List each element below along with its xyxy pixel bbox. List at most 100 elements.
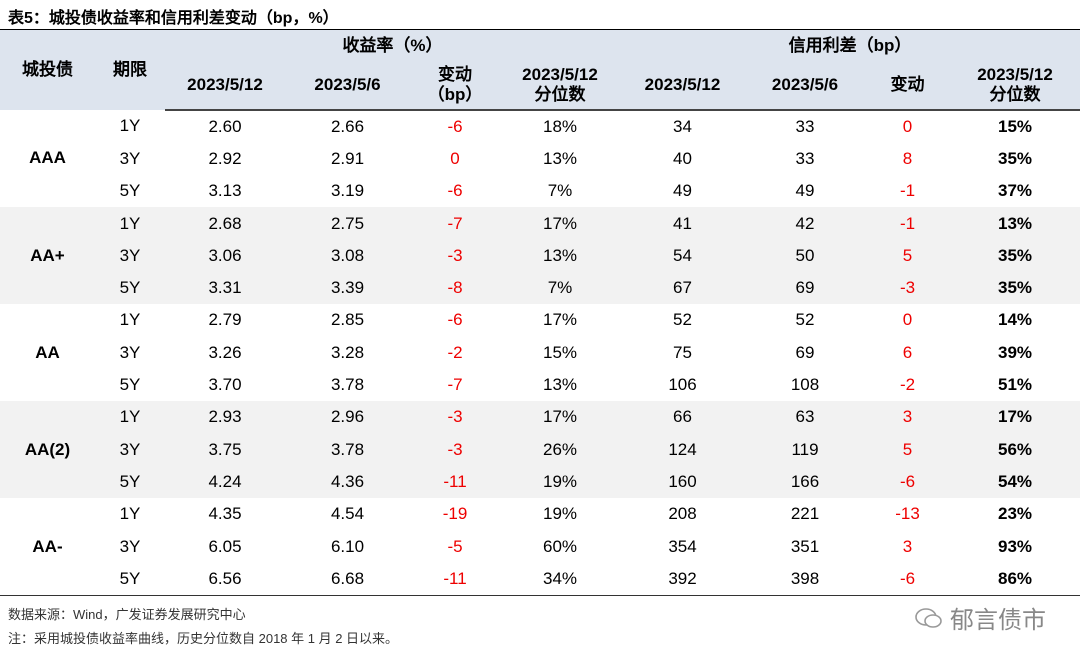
cell-text: 17% — [998, 407, 1033, 427]
cell-text: 3.06 — [208, 245, 242, 265]
table-cell: 49 — [620, 175, 745, 207]
cell-text: 51% — [998, 375, 1033, 395]
table-cell: -19 — [410, 498, 500, 530]
cell-text: 3 — [902, 536, 913, 556]
table-cell: 3 — [865, 530, 950, 562]
cell-text: 5Y — [119, 375, 141, 395]
cell-text: 17% — [542, 407, 578, 427]
cell-text: 5Y — [119, 278, 141, 298]
cell-text: 6.68 — [330, 568, 365, 588]
table-cell: 3.13 — [165, 175, 285, 207]
cell-text: 35% — [998, 148, 1033, 168]
table-cell: 37% — [950, 175, 1080, 207]
table-cell: 354 — [620, 530, 745, 562]
table-title: 表5：城投债收益率和信用利差变动（bp，%） — [8, 10, 339, 27]
cell-text: 3.78 — [330, 375, 365, 395]
source: 数据来源：Wind，广发证券发展研究中心 — [8, 607, 246, 622]
table-row: 3Y 6.05 6.10 -5 60% 354 351 3 93% — [0, 530, 1080, 562]
cell-text: AAA — [29, 148, 66, 168]
table-cell: 13% — [950, 207, 1080, 240]
table-row: 3Y 3.06 3.08 -3 13% 54 50 5 35% — [0, 239, 1080, 272]
cell-text: -2 — [899, 375, 916, 395]
table-cell: 60% — [500, 530, 620, 562]
cell-text: AA — [35, 342, 60, 362]
table-cell: -6 — [865, 563, 950, 596]
cell-text: 5Y — [119, 568, 141, 588]
table-cell: 108 — [745, 369, 865, 401]
cell-text: 1Y — [119, 504, 141, 524]
table-cell: 2.75 — [285, 207, 410, 240]
table-cell: -8 — [410, 271, 500, 305]
table-cell: 3.19 — [285, 175, 410, 207]
table-row: AA(2) 1Y 2.93 2.96 -3 17% 66 63 3 17% — [0, 401, 1080, 499]
cell-text: 106 — [668, 375, 697, 395]
cell-text: 208 — [668, 504, 697, 524]
cell-text: -6 — [447, 181, 463, 201]
cell-text: -6 — [447, 310, 463, 330]
table-row: 5Y 4.24 4.36 -11 19% 160 166 -6 54% — [0, 465, 1080, 499]
cell-text: 6.05 — [208, 536, 242, 556]
header-cell: 收益率（%） — [165, 29, 620, 62]
rating-cell: AA+ — [0, 207, 95, 305]
cell-text: 54 — [673, 245, 692, 265]
table-cell: 13% — [500, 239, 620, 272]
cell-text: -1 — [899, 213, 916, 233]
table-cell: 3 — [865, 401, 950, 434]
table-row: 3Y 3.75 3.78 -3 26% 124 119 5 56% — [0, 433, 1080, 466]
cell-text: 5Y — [119, 181, 141, 201]
cell-text: 86% — [998, 568, 1033, 588]
cell-text: 2023/5/12 — [522, 65, 598, 84]
table-cell: 3.28 — [285, 337, 410, 369]
cell-text: 5 — [902, 245, 913, 265]
table-row: AA+ 1Y 2.68 2.75 -7 17% 41 42 -1 13% — [0, 207, 1080, 305]
cell-text: 2.60 — [208, 116, 242, 136]
table-cell: 69 — [745, 271, 865, 305]
cell-text: 2.79 — [208, 310, 242, 330]
cell-text: 5 — [902, 439, 913, 459]
table-cell: 4.54 — [285, 498, 410, 530]
cell-text: 2.75 — [330, 213, 365, 233]
cell-text: 6 — [902, 342, 913, 362]
cell-text: 108 — [790, 375, 820, 395]
cell-text: 8 — [902, 148, 913, 168]
cell-text: 124 — [668, 439, 697, 459]
cell-text: 17% — [542, 310, 578, 330]
table-cell: 40 — [620, 143, 745, 175]
table-row: 5Y 6.56 6.68 -11 34% 392 398 -6 86% — [0, 563, 1080, 596]
cell-text: 63 — [795, 407, 815, 427]
cell-text: 5Y — [119, 471, 141, 491]
table-cell: 52 — [620, 304, 745, 336]
table: 城投债 期限 收益率（%） 信用利差（bp） 2023/5/12 2023/5/6 变动 （b… — [0, 29, 1080, 596]
table-cell: 17% — [500, 304, 620, 336]
header-cell: 2023/5/12 — [620, 61, 745, 111]
cell-text: 166 — [790, 471, 820, 491]
table-row: 5Y 3.31 3.39 -8 7% 67 69 -3 35% — [0, 271, 1080, 305]
table-cell: 208 — [620, 498, 745, 530]
cell-text: 3.75 — [208, 439, 242, 459]
table-cell: -1 — [865, 175, 950, 207]
cell-text: 52 — [673, 310, 692, 330]
table-cell: 18% — [500, 110, 620, 143]
cell-text: 60% — [542, 536, 578, 556]
cell-text: 7% — [547, 181, 573, 201]
table-cell: -5 — [410, 530, 500, 562]
cell-text: 56% — [998, 439, 1033, 459]
table-cell: 3Y — [95, 530, 165, 562]
table-cell: 13% — [500, 143, 620, 175]
cell-text: 1Y — [119, 116, 141, 136]
cell-text: 26% — [542, 439, 578, 459]
header-cell: 变动 — [865, 61, 950, 111]
table-cell: -6 — [865, 465, 950, 499]
table-cell: -11 — [410, 465, 500, 499]
cell-text: 分位数 — [989, 85, 1041, 104]
table-cell: 2.96 — [285, 401, 410, 434]
table-cell: 1Y — [95, 498, 165, 530]
table-row: AA 1Y 2.79 2.85 -6 17% 52 52 0 14% — [0, 304, 1080, 361]
table-cell: 39% — [950, 337, 1080, 369]
table-cell: 5Y — [95, 563, 165, 596]
table-cell: 4.35 — [165, 498, 285, 530]
cell-text: 42 — [795, 213, 815, 233]
cell-text: 2023/5/12 — [644, 75, 721, 94]
table-cell: 15% — [500, 337, 620, 369]
